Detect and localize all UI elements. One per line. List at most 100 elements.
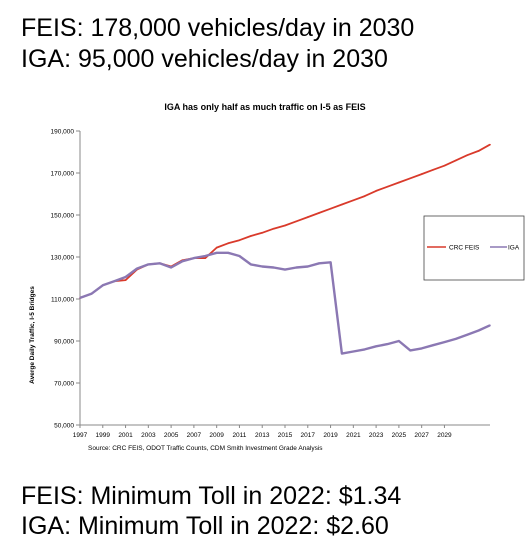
data-point-iga: [170, 266, 172, 269]
data-point-iga: [318, 262, 320, 265]
chart-title: IGA has only half as much traffic on I-5…: [164, 102, 365, 112]
data-point-iga: [181, 260, 184, 262]
data-point-iga: [90, 292, 93, 295]
data-point-crc-feis: [215, 246, 218, 249]
data-point-iga: [363, 348, 366, 351]
data-point-iga: [79, 297, 81, 299]
data-point-iga: [329, 261, 332, 264]
x-tick-label: 2009: [209, 432, 224, 439]
legend-label-crc-feis: CRC FEIS: [449, 245, 480, 252]
y-tick-label: 190,000: [51, 129, 75, 136]
data-point-iga: [432, 344, 434, 346]
data-point-iga: [386, 343, 389, 345]
data-point-crc-feis: [363, 195, 366, 197]
data-point-iga: [136, 267, 138, 270]
x-tick-label: 2021: [346, 432, 361, 439]
data-point-iga: [193, 257, 195, 259]
data-point-iga: [352, 350, 355, 353]
data-point-crc-feis: [227, 242, 229, 245]
x-tick-label: 2027: [414, 432, 429, 439]
data-point-iga: [227, 252, 229, 254]
data-point-iga: [466, 333, 469, 336]
data-point-iga: [113, 280, 115, 282]
data-point-iga: [409, 349, 412, 352]
data-point-crc-feis: [420, 173, 423, 175]
data-point-crc-feis: [238, 239, 241, 241]
legend-box: [423, 215, 525, 281]
x-tick-label: 2025: [392, 432, 407, 439]
data-point-crc-feis: [409, 177, 412, 180]
data-point-iga: [284, 268, 286, 271]
data-point-crc-feis: [443, 164, 446, 167]
data-point-iga: [477, 329, 480, 332]
x-tick-label: 2007: [187, 432, 202, 439]
y-axis-ticks: 50,000 70,000 90,000 110,000 130,000 150,000 1…: [51, 129, 80, 430]
data-point-crc-feis: [329, 207, 332, 210]
data-point-iga: [398, 340, 400, 342]
x-tick-label: 1997: [73, 432, 88, 439]
data-point-crc-feis: [466, 154, 469, 156]
data-point-crc-feis: [455, 159, 457, 162]
iga-traffic-headline: IGA: 95,000 vehicles/day in 2030: [21, 45, 388, 73]
data-point-crc-feis: [386, 185, 389, 188]
data-point-iga: [204, 255, 207, 257]
series-layer: [79, 143, 491, 355]
y-tick-label: 170,000: [51, 171, 75, 178]
feis-traffic-headline: FEIS: 178,000 vehicles/day in 2030: [21, 14, 415, 42]
data-point-iga: [306, 265, 309, 268]
iga-toll-footer: IGA: Minimum Toll in 2022: $2.60: [21, 512, 389, 540]
data-point-crc-feis: [250, 235, 252, 237]
x-axis-ticks: 1997 1999 2001 2003 2005 2007 2009 2011 2013 2015…: [73, 425, 452, 439]
data-point-crc-feis: [398, 181, 400, 184]
x-tick-label: 2013: [255, 432, 270, 439]
data-point-iga: [420, 347, 423, 350]
data-point-crc-feis: [204, 257, 207, 259]
data-point-crc-feis: [432, 169, 434, 171]
y-tick-label: 130,000: [51, 255, 75, 262]
data-point-iga: [250, 263, 252, 266]
data-point-iga: [158, 262, 161, 265]
y-axis-label: Averge Daily Traffic, I-5 Bridges: [29, 286, 36, 384]
y-tick-label: 110,000: [51, 297, 74, 304]
legend-label-iga: IGA: [508, 245, 520, 252]
data-point-iga: [272, 266, 275, 269]
data-point-iga: [261, 265, 264, 268]
feis-toll-footer: FEIS: Minimum Toll in 2022: $1.34: [21, 482, 402, 510]
chart-source-note: Source: CRC FEIS, ODOT Traffic Counts, C…: [88, 445, 323, 452]
x-tick-label: 2003: [141, 432, 156, 439]
data-point-crc-feis: [477, 150, 480, 152]
x-tick-label: 2017: [301, 432, 316, 439]
data-point-crc-feis: [375, 190, 377, 192]
traffic-line-chart: IGA has only half as much traffic on I-5…: [29, 102, 525, 452]
data-point-iga: [455, 338, 457, 340]
x-tick-label: 2023: [369, 432, 384, 439]
data-point-iga: [295, 266, 298, 269]
y-tick-label: 90,000: [54, 339, 74, 346]
legend: CRC FEIS IGA: [423, 215, 525, 281]
x-tick-label: 2029: [437, 432, 452, 439]
y-tick-label: 50,000: [54, 423, 74, 430]
data-point-iga: [238, 255, 241, 257]
data-point-iga: [443, 341, 446, 343]
data-point-crc-feis: [284, 224, 286, 227]
data-point-crc-feis: [295, 220, 298, 223]
data-point-iga: [215, 252, 218, 254]
x-tick-label: 2015: [278, 432, 293, 439]
x-tick-label: 2019: [323, 432, 338, 439]
y-tick-label: 150,000: [51, 213, 75, 220]
data-point-crc-feis: [318, 212, 320, 214]
data-point-crc-feis: [261, 232, 264, 234]
data-point-crc-feis: [124, 279, 127, 281]
data-point-crc-feis: [489, 143, 491, 146]
data-point-iga: [375, 345, 377, 348]
data-point-iga: [489, 324, 491, 327]
data-point-iga: [101, 284, 104, 287]
data-point-iga: [147, 263, 150, 266]
x-tick-label: 1999: [96, 432, 111, 439]
data-point-crc-feis: [341, 203, 343, 206]
x-tick-label: 2001: [118, 432, 133, 439]
x-tick-label: 2011: [232, 432, 246, 439]
data-point-crc-feis: [352, 199, 355, 202]
data-point-iga: [124, 276, 127, 278]
data-point-crc-feis: [272, 227, 275, 230]
